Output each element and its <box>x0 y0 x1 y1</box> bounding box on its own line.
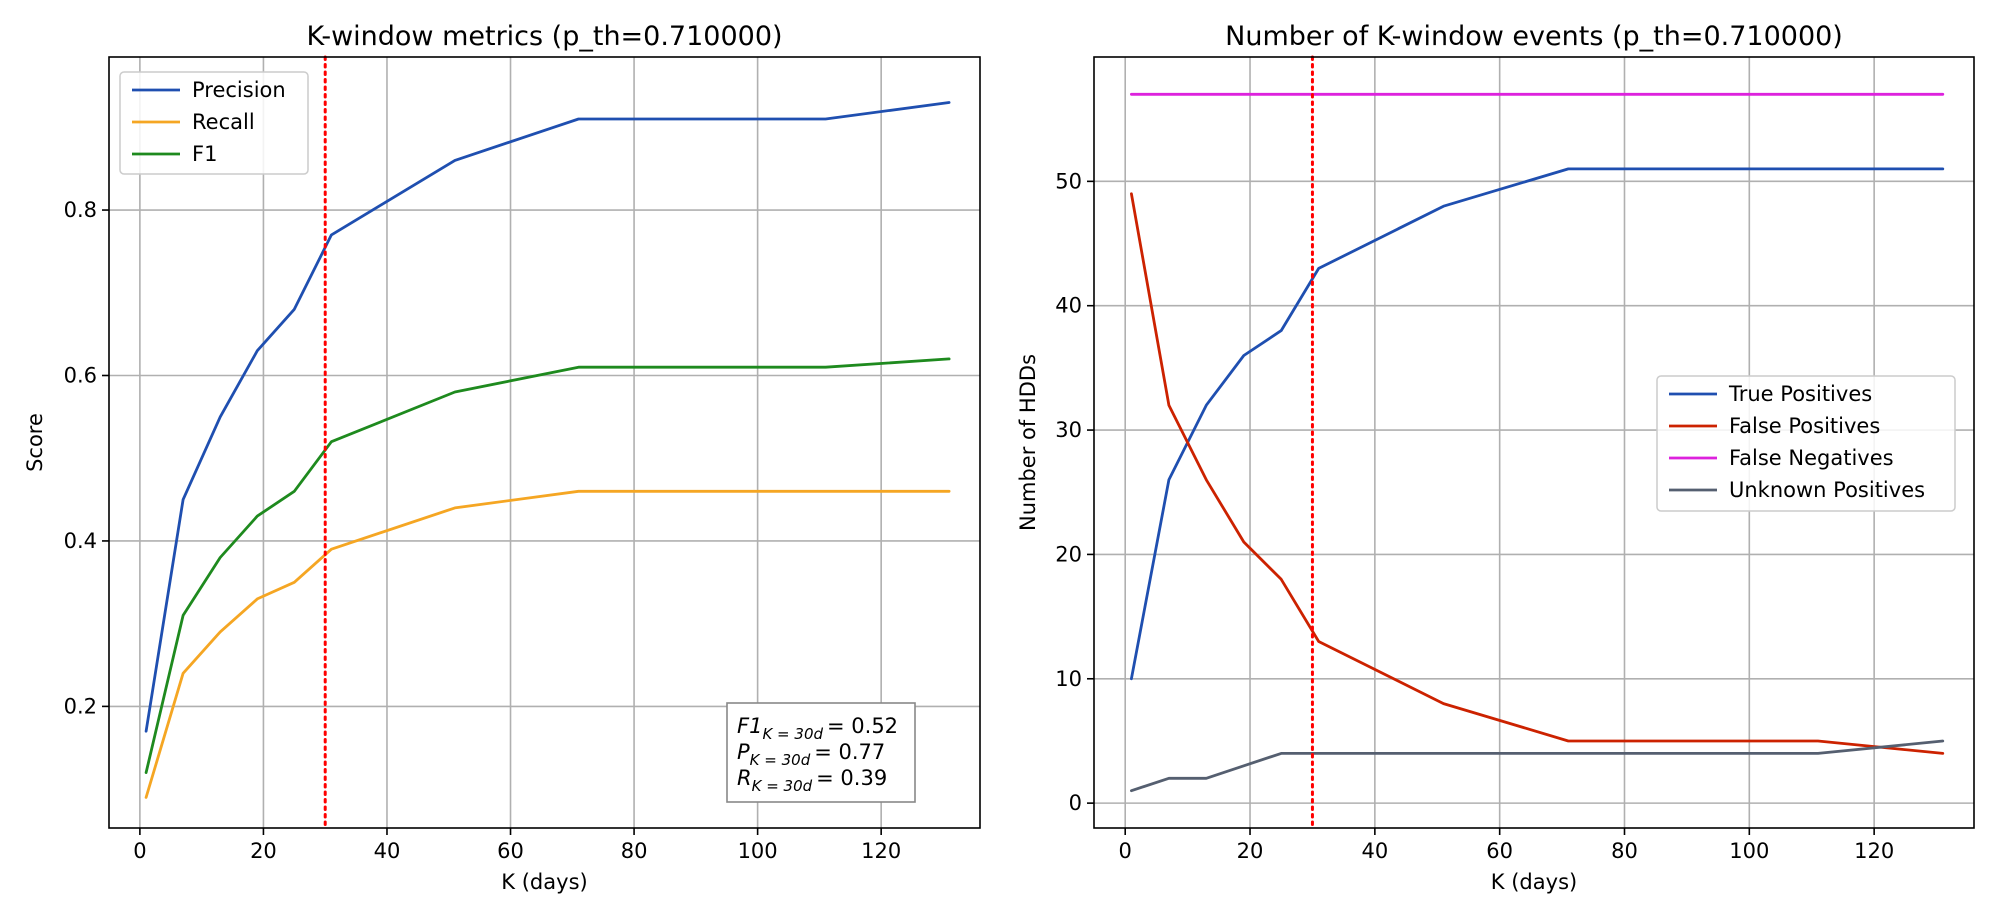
legend-box <box>119 71 309 175</box>
y-axis-label: Score <box>23 413 47 472</box>
x-tick-label: 0 <box>1119 839 1132 863</box>
series-line-unknown-positives <box>1130 739 1945 793</box>
x-tick-label: 60 <box>497 839 524 863</box>
y-tick-label: 20 <box>1055 542 1082 566</box>
x-tick-label: 80 <box>621 839 648 863</box>
legend-label: Unknown Positives <box>1729 478 1925 502</box>
x-tick-label: 100 <box>738 839 778 863</box>
x-tick-label: 20 <box>1237 839 1264 863</box>
x-tick-label: 100 <box>1729 839 1769 863</box>
x-tick-label: 40 <box>374 839 401 863</box>
y-tick-label: 50 <box>1055 169 1082 193</box>
x-tick-label: 60 <box>1486 839 1513 863</box>
legend-label: False Positives <box>1729 414 1880 438</box>
y-tick-label: 0 <box>1069 791 1082 815</box>
y-tick-label: 0.2 <box>64 694 97 718</box>
gridlines <box>109 57 980 828</box>
series-line-false-positives <box>1130 192 1945 755</box>
legend-label: F1 <box>192 142 217 166</box>
plot-frame <box>108 56 981 829</box>
legend-label: True Positives <box>1728 382 1872 406</box>
annotation-metric: R <box>737 766 752 790</box>
x-tick-label: 20 <box>250 839 277 863</box>
annotation-metric: F1 <box>737 714 762 738</box>
legend: True Positives False Positives False Negat… <box>1656 375 1956 512</box>
x-tick-label: 80 <box>1611 839 1638 863</box>
annotation-line: RK = 30d = 0.39 <box>737 766 887 795</box>
y-axis-label: Number of HDDs <box>1016 354 1040 531</box>
x-tick-label: 120 <box>861 839 901 863</box>
legend-box <box>1656 375 1956 512</box>
plot-frame <box>1093 56 1975 829</box>
chart-title: K-window metrics (p_th=0.710000) <box>306 21 782 52</box>
events-chart: 0 20 40 60 80 100 120 0 10 20 30 40 50 Number of K-wi… <box>1016 21 1975 894</box>
metrics-chart: 0 20 40 60 80 100 120 0.2 0.4 0.6 0.8 K-window metr… <box>23 21 981 894</box>
annotation-value: = 0.52 <box>827 714 898 738</box>
annotation-value: = 0.39 <box>816 766 887 790</box>
annotation-box <box>726 702 916 803</box>
x-tick-label: 0 <box>133 839 146 863</box>
y-tick-label: 30 <box>1055 418 1082 442</box>
y-tick-label: 0.8 <box>64 198 97 222</box>
y-tick-label: 0.4 <box>64 529 97 553</box>
x-tick-label: 120 <box>1854 839 1894 863</box>
annotation-subscript: K = 30d <box>750 751 811 769</box>
annotation-line: F1K = 30d = 0.52 <box>737 714 898 743</box>
annotation-value: = 0.77 <box>814 740 885 764</box>
annotation-line: PK = 30d = 0.77 <box>737 740 885 769</box>
x-tick-label: 40 <box>1361 839 1388 863</box>
annotation-metric: P <box>737 740 750 764</box>
legend-label: False Negatives <box>1729 446 1894 470</box>
annotation-subscript: K = 30d <box>752 777 813 795</box>
x-axis-label: K (days) <box>1491 870 1577 894</box>
legend-label: Recall <box>192 110 255 134</box>
y-tick-label: 10 <box>1055 667 1082 691</box>
series-line-f1 <box>144 357 951 774</box>
legend: Precision Recall F1 <box>119 71 309 175</box>
x-axis-label: K (days) <box>501 870 587 894</box>
y-tick-label: 0.6 <box>64 363 97 387</box>
legend-label: Precision <box>192 78 286 102</box>
chart-title: Number of K-window events (p_th=0.710000… <box>1225 21 1843 52</box>
series-line-precision <box>144 101 951 733</box>
series-line-recall <box>144 489 951 799</box>
annotation-subscript: K = 30d <box>762 725 823 743</box>
series-line-true-positives <box>1130 167 1945 681</box>
y-tick-label: 40 <box>1055 294 1082 318</box>
